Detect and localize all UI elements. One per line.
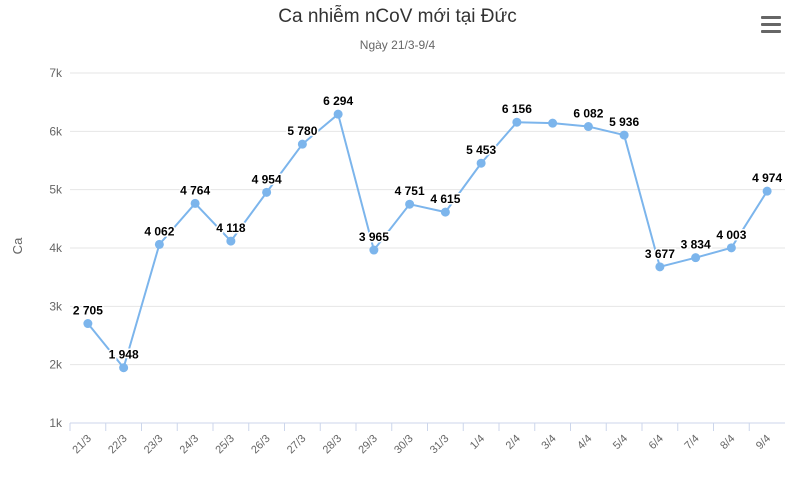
y-tick-label: 6k (49, 124, 63, 138)
x-tick-label: 28/3 (321, 433, 345, 457)
x-tick-label: 31/3 (428, 433, 452, 457)
y-tick-label: 3k (49, 299, 63, 313)
x-tick-label: 3/4 (539, 433, 558, 452)
x-tick-label: 1/4 (468, 433, 487, 452)
data-point (405, 199, 415, 209)
y-tick-label: 2k (49, 358, 63, 372)
y-axis-title: Ca (10, 237, 25, 254)
x-tick-label: 29/3 (356, 433, 380, 457)
data-point (726, 243, 736, 253)
x-tick-label: 21/3 (70, 433, 94, 457)
x-tick-label: 27/3 (285, 433, 309, 457)
x-tick-label: 7/4 (682, 433, 701, 452)
data-label: 1 948 (109, 348, 139, 362)
data-point (762, 186, 772, 196)
data-label: 5 780 (287, 124, 317, 138)
data-point (440, 207, 450, 217)
data-point (262, 187, 272, 197)
data-labels: 2 705 1 948 4 062 4 764 4 118 4 954 5 780 6 294… (71, 93, 784, 364)
x-tick-label: 25/3 (213, 433, 237, 457)
data-point (154, 239, 164, 249)
y-tick-label: 5k (49, 183, 63, 197)
data-label: 4 003 (716, 228, 746, 242)
data-point (369, 245, 379, 255)
series-line-path (87, 113, 768, 369)
y-tick-label: 7k (49, 66, 63, 80)
data-point (691, 253, 701, 263)
data-point (83, 319, 93, 329)
data-label: 4 974 (752, 171, 782, 185)
data-point (583, 122, 593, 132)
x-tick-label: 26/3 (249, 433, 273, 457)
chart-subtitle: Ngày 21/3-9/4 (359, 38, 436, 52)
x-tick-label: 2/4 (504, 433, 523, 452)
data-point (119, 363, 129, 373)
data-label: 3 965 (359, 230, 389, 244)
data-point (548, 118, 558, 128)
menu-bar (761, 16, 781, 19)
x-tick-label: 30/3 (392, 433, 416, 457)
data-point (226, 236, 236, 246)
x-tick-label: 9/4 (754, 433, 773, 452)
x-tick-label: 23/3 (142, 433, 166, 457)
data-label: 6 082 (573, 107, 603, 121)
data-label: 4 118 (216, 221, 246, 235)
data-point (190, 198, 200, 208)
data-label: 5 936 (609, 115, 639, 129)
menu-bar (761, 30, 781, 33)
data-point (333, 109, 343, 119)
data-point (655, 262, 665, 272)
data-point (297, 139, 307, 149)
chart-title: Ca nhiễm nCoV mới tại Đức (278, 6, 517, 27)
series-line (87, 113, 768, 369)
series-points (83, 109, 772, 373)
data-label: 4 751 (395, 184, 425, 198)
data-label: 5 453 (466, 143, 496, 157)
hamburger-menu-icon[interactable] (761, 16, 781, 34)
grid-lines (70, 72, 785, 424)
menu-bar (761, 23, 781, 26)
data-point (512, 117, 522, 127)
data-point (476, 158, 486, 168)
data-label: 6 156 (502, 102, 532, 116)
data-label: 4 615 (430, 192, 460, 206)
x-tick-label: 5/4 (611, 433, 630, 452)
y-axis-ticks: 1k 2k 3k 4k 5k 6k 7k (49, 66, 63, 430)
data-label: 4 764 (180, 183, 210, 197)
x-tick-label: 6/4 (647, 433, 666, 452)
x-tick-label: 4/4 (575, 433, 594, 452)
data-label: 4 954 (252, 172, 282, 186)
data-label: 3 677 (645, 247, 675, 261)
x-axis-ticks: 21/3 22/3 23/3 24/3 25/3 26/3 27/3 28/3 29/3 30/3… (69, 423, 773, 457)
data-label: 3 834 (681, 238, 711, 252)
y-tick-label: 1k (49, 416, 63, 430)
data-label: 2 705 (73, 304, 103, 318)
data-label: 6 294 (323, 94, 353, 108)
x-tick-label: 24/3 (178, 433, 202, 457)
y-tick-label: 4k (49, 241, 63, 255)
x-tick-label: 8/4 (718, 433, 737, 452)
data-label: 4 062 (144, 224, 174, 238)
data-point (619, 130, 629, 140)
x-tick-label: 22/3 (106, 433, 130, 457)
